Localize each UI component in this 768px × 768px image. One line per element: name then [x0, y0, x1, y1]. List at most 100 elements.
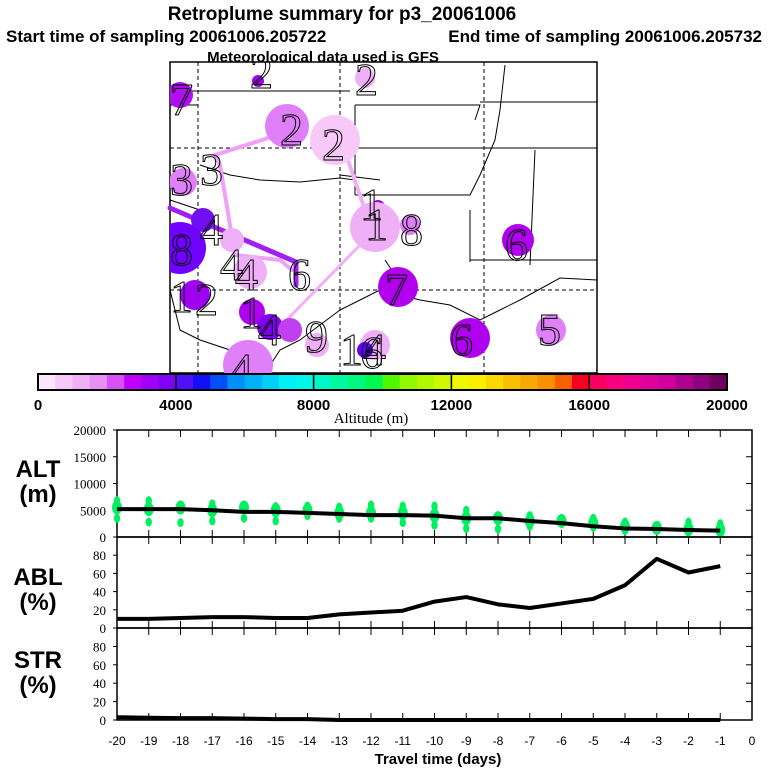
figure-title: Retroplume summary for p3_20061006	[168, 4, 517, 25]
colorbar-tick-label: 8000	[297, 397, 330, 414]
colorbar-segment	[485, 374, 504, 390]
colorbar-tick-label: 20000	[706, 397, 748, 414]
x-tick-label: -12	[362, 734, 380, 748]
plume-label: 1	[170, 271, 193, 322]
alt-scatter-point	[590, 513, 597, 523]
plume-label: 7	[385, 264, 408, 315]
x-tick-label: -11	[395, 734, 412, 748]
plume-circle	[350, 202, 400, 252]
abl-panel-frame	[116, 536, 753, 629]
x-axis-title: Travel time (days)	[375, 751, 502, 768]
abl-y-tick-label: 60	[93, 566, 106, 581]
alt-scatter-point	[177, 500, 184, 510]
colorbar-segment	[571, 374, 590, 390]
plume-label: 7	[170, 74, 193, 125]
x-tick-label: -5	[588, 734, 599, 748]
plume-label: 4	[258, 304, 281, 355]
x-tick-label: -13	[331, 734, 349, 748]
x-tick-label: -9	[461, 734, 472, 748]
alt-scatter-point	[113, 513, 121, 523]
colorbar-segment	[503, 374, 521, 390]
alt-scatter-point	[145, 517, 152, 527]
plume-circle	[180, 280, 210, 310]
plume-label: 2	[280, 104, 303, 155]
plume-label: 6	[288, 249, 311, 300]
alt-series-line	[117, 507, 721, 533]
colorbar-segment	[124, 374, 142, 390]
x-tick-label: -3	[651, 734, 662, 748]
plume-circle	[239, 299, 265, 325]
abl-y-tick-label: 0	[100, 621, 107, 636]
str-panel: 0 20 40 60 80	[93, 627, 753, 728]
colorbar-tick-label: 0	[34, 397, 42, 414]
colorbar-segment	[141, 374, 159, 390]
alt-scatter-point	[399, 501, 406, 511]
alt-panel-label: ALT	[16, 456, 61, 483]
colorbar-frame	[37, 373, 728, 391]
plume-label: 3	[170, 154, 193, 205]
plume-label: 4	[200, 204, 223, 255]
plume-circles	[170, 68, 566, 373]
colorbar-segment	[382, 374, 401, 390]
x-tick-label: -8	[493, 734, 504, 748]
plume-label: 2	[250, 47, 273, 98]
alt-scatter-point	[494, 524, 502, 534]
alt-scatter-point	[304, 501, 311, 511]
abl-y-tick-label: 20	[93, 603, 106, 618]
colorbar-segment	[468, 374, 487, 390]
plume-circle	[450, 318, 490, 358]
alt-scatter-point	[209, 499, 216, 509]
str-panel-label: STR	[14, 647, 62, 674]
plume-label: 4	[235, 249, 258, 300]
x-tick-label: -7	[524, 734, 535, 748]
alt-scatter-point	[240, 513, 248, 523]
abl-y-tick-label: 40	[93, 585, 106, 600]
time-series-panels: 0 5000 10000 15000 20000 0 20 40 60 80 0 20 40 60 80 -2…	[74, 423, 756, 748]
abl-y-tick-label: 80	[93, 548, 106, 563]
plume-label: 6	[450, 314, 473, 365]
alt-y-tick-label: 20000	[74, 423, 107, 438]
plume-label: 4	[220, 239, 243, 290]
plume-label: 1	[365, 199, 388, 250]
x-tick-label: -14	[299, 734, 317, 748]
colorbar-segment	[193, 374, 211, 390]
colorbar-segment	[606, 374, 624, 390]
altitude-colorbar: 0 4000 8000 12000 16000 20000	[34, 373, 748, 414]
plume-label: 8	[170, 224, 193, 275]
plume-label: 2	[322, 119, 345, 170]
colorbar-segment	[227, 374, 245, 390]
str-y-tick-label: 60	[93, 658, 106, 673]
plume-circle	[310, 115, 360, 165]
colorbar-title: Altitude (m)	[334, 411, 409, 427]
abl-panel-unit: (%)	[19, 589, 56, 616]
plume-circle	[191, 208, 215, 232]
plume-circle	[502, 224, 534, 256]
x-tick-label: -17	[204, 734, 222, 748]
alt-scatter-point	[463, 505, 470, 515]
plume-label: 8	[400, 204, 423, 255]
colorbar-segment	[365, 374, 383, 390]
plume-label: 3	[200, 144, 223, 195]
colorbar-segment	[709, 374, 728, 390]
abl-panel-label: ABL	[13, 564, 62, 591]
colorbar-segment	[244, 374, 263, 390]
plume-label: 5	[538, 304, 561, 355]
alt-scatter-point	[177, 518, 184, 528]
colorbar-segment	[640, 374, 659, 390]
alt-scatter-point	[272, 516, 279, 526]
alt-y-tick-label: 5000	[80, 503, 106, 518]
plume-circle	[170, 222, 206, 274]
alt-scatter-point	[558, 513, 565, 523]
colorbar-segment	[210, 374, 228, 390]
plume-circle	[257, 314, 283, 340]
x-tick-label: -19	[140, 734, 158, 748]
str-series-line	[116, 715, 721, 722]
plume-circle	[278, 318, 302, 342]
plume-circle	[378, 267, 418, 307]
colorbar-segment	[692, 374, 711, 390]
colorbar-segment	[38, 374, 56, 390]
alt-scatter-point	[431, 520, 438, 530]
plume-circle	[400, 215, 420, 235]
